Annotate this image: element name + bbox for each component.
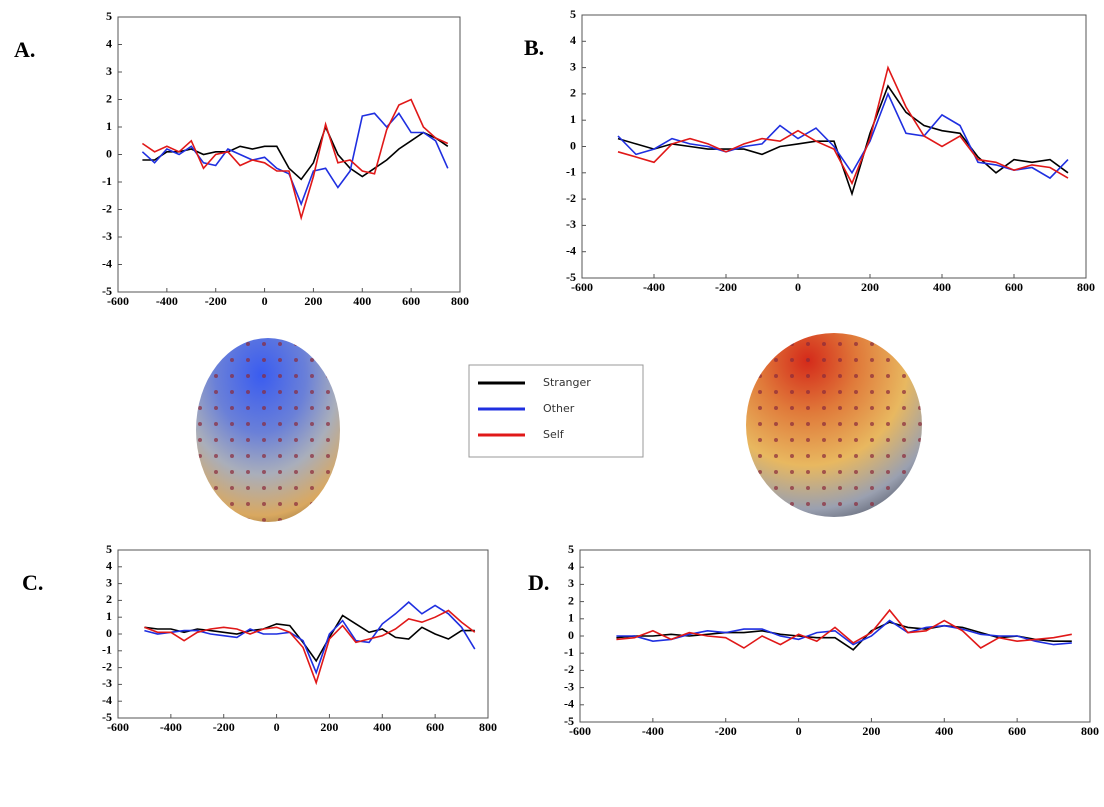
series-line bbox=[144, 609, 476, 686]
y-tick-label: -1 bbox=[564, 645, 574, 659]
y-tick-label: 2 bbox=[106, 592, 112, 606]
y-tick-label: 4 bbox=[106, 559, 112, 573]
x-tick-label: 200 bbox=[304, 294, 322, 308]
x-tick-label: 400 bbox=[353, 294, 371, 308]
y-tick-label: 3 bbox=[568, 576, 574, 590]
y-tick-label: -5 bbox=[102, 284, 112, 298]
series-line bbox=[144, 614, 475, 663]
x-tick-label: 800 bbox=[479, 720, 497, 734]
y-tick-label: 1 bbox=[568, 611, 574, 625]
x-tick-label: -200 bbox=[213, 720, 235, 734]
y-tick-label: 5 bbox=[106, 542, 112, 556]
y-tick-label: -1 bbox=[566, 165, 576, 179]
y-tick-label: 0 bbox=[568, 628, 574, 642]
y-tick-label: 0 bbox=[106, 146, 112, 160]
y-tick-label: 3 bbox=[570, 59, 576, 73]
panel-label: A. bbox=[14, 37, 35, 62]
panel-label: C. bbox=[22, 570, 43, 595]
y-tick-label: 0 bbox=[106, 626, 112, 640]
y-tick-label: 4 bbox=[570, 33, 576, 47]
x-tick-label: 0 bbox=[274, 720, 280, 734]
legend-label: Other bbox=[543, 402, 575, 415]
y-tick-label: -4 bbox=[566, 243, 576, 257]
y-tick-label: 1 bbox=[106, 609, 112, 623]
plot-frame bbox=[117, 16, 461, 293]
x-tick-label: 0 bbox=[796, 724, 802, 738]
y-tick-label: 2 bbox=[106, 91, 112, 105]
x-tick-label: 800 bbox=[451, 294, 469, 308]
x-tick-label: -200 bbox=[205, 294, 227, 308]
y-tick-label: 5 bbox=[106, 9, 112, 23]
x-tick-label: 0 bbox=[795, 280, 801, 294]
series-line bbox=[617, 65, 1069, 186]
x-tick-label: 600 bbox=[426, 720, 444, 734]
y-tick-label: -2 bbox=[102, 659, 112, 673]
y-tick-label: -2 bbox=[566, 191, 576, 205]
y-tick-label: 2 bbox=[568, 593, 574, 607]
y-tick-label: -2 bbox=[102, 201, 112, 215]
series-line bbox=[141, 98, 449, 221]
x-tick-label: -600 bbox=[107, 720, 129, 734]
legend: Stranger Other Self bbox=[468, 364, 644, 458]
x-tick-label: -400 bbox=[156, 294, 178, 308]
y-tick-label: -1 bbox=[102, 174, 112, 188]
series-line bbox=[616, 621, 1072, 651]
x-tick-label: -400 bbox=[642, 724, 664, 738]
y-tick-label: 1 bbox=[106, 119, 112, 133]
x-tick-label: 800 bbox=[1077, 280, 1095, 294]
x-tick-label: 400 bbox=[373, 720, 391, 734]
x-tick-label: 600 bbox=[1008, 724, 1026, 738]
y-tick-label: -3 bbox=[566, 217, 576, 231]
x-tick-label: -200 bbox=[715, 724, 737, 738]
plot-frame bbox=[117, 549, 489, 719]
x-tick-label: -600 bbox=[107, 294, 129, 308]
y-tick-label: -2 bbox=[564, 662, 574, 676]
x-tick-label: 400 bbox=[933, 280, 951, 294]
series-line bbox=[616, 608, 1072, 649]
x-tick-label: 800 bbox=[1081, 724, 1099, 738]
y-tick-label: -5 bbox=[102, 710, 112, 724]
y-tick-label: -4 bbox=[102, 256, 112, 270]
y-tick-label: -4 bbox=[564, 697, 574, 711]
y-tick-label: -1 bbox=[102, 643, 112, 657]
y-tick-label: 4 bbox=[568, 559, 574, 573]
x-tick-label: 200 bbox=[862, 724, 880, 738]
legend-box bbox=[468, 364, 644, 458]
y-tick-label: -3 bbox=[102, 676, 112, 690]
y-tick-label: 2 bbox=[570, 86, 576, 100]
x-tick-label: -600 bbox=[571, 280, 593, 294]
y-tick-label: 4 bbox=[106, 36, 112, 50]
legend-label: Self bbox=[543, 428, 565, 441]
x-tick-label: -200 bbox=[715, 280, 737, 294]
x-tick-label: -400 bbox=[160, 720, 182, 734]
series-line bbox=[617, 91, 1069, 180]
y-tick-label: -3 bbox=[564, 679, 574, 693]
panel-label: D. bbox=[528, 570, 549, 595]
y-tick-label: 5 bbox=[570, 7, 576, 21]
x-tick-label: 0 bbox=[262, 294, 268, 308]
series-line bbox=[141, 111, 449, 207]
x-tick-label: 400 bbox=[935, 724, 953, 738]
y-tick-label: -3 bbox=[102, 229, 112, 243]
y-tick-label: 5 bbox=[568, 542, 574, 556]
x-tick-label: 200 bbox=[861, 280, 879, 294]
y-tick-label: -4 bbox=[102, 693, 112, 707]
x-tick-label: -600 bbox=[569, 724, 591, 738]
x-tick-label: 600 bbox=[1005, 280, 1023, 294]
y-tick-label: -5 bbox=[564, 714, 574, 728]
topography-right bbox=[746, 333, 922, 517]
panel-label: B. bbox=[524, 35, 544, 60]
x-tick-label: 600 bbox=[402, 294, 420, 308]
x-tick-label: -400 bbox=[643, 280, 665, 294]
y-tick-label: -5 bbox=[566, 270, 576, 284]
x-tick-label: 200 bbox=[320, 720, 338, 734]
y-tick-label: 1 bbox=[570, 112, 576, 126]
topography-left bbox=[196, 338, 340, 522]
y-tick-label: 0 bbox=[570, 138, 576, 152]
y-tick-label: 3 bbox=[106, 64, 112, 78]
y-tick-label: 3 bbox=[106, 575, 112, 589]
legend-label: Stranger bbox=[543, 376, 591, 389]
